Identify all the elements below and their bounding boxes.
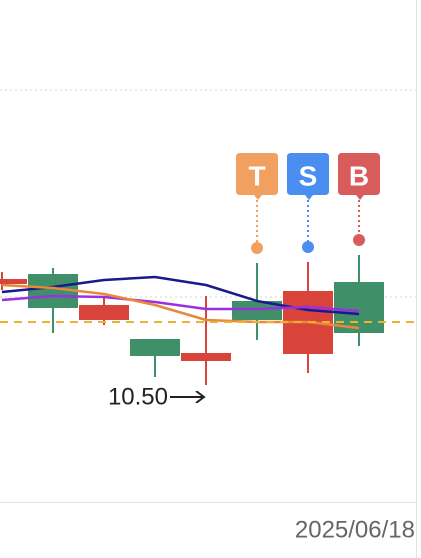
- signal-badge: [338, 153, 380, 200]
- signal-label: T: [248, 161, 265, 192]
- signal-dot: [302, 241, 314, 253]
- signal-label: S: [299, 161, 318, 192]
- signal-badge: [287, 153, 329, 200]
- moving-average-line: [1, 294, 360, 313]
- signal-dot: [251, 242, 263, 254]
- candle-body: [334, 282, 384, 333]
- x-tick-label: 2025/06/18: [295, 517, 415, 544]
- signal-badge: [236, 153, 278, 200]
- candle-body: [130, 339, 180, 356]
- candle-body: [0, 279, 27, 284]
- candle-body: [232, 301, 282, 320]
- min-label: 10.50: [108, 384, 168, 411]
- signal-dot: [353, 234, 365, 246]
- candle-body: [79, 305, 129, 320]
- signal-label: B: [349, 161, 369, 192]
- candle-body: [181, 353, 231, 361]
